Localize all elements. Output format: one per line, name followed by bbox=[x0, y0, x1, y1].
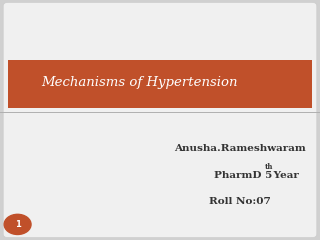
Text: Mechanisms of Hypertension: Mechanisms of Hypertension bbox=[42, 76, 238, 89]
Circle shape bbox=[4, 214, 31, 234]
Bar bbox=[8, 60, 312, 108]
Text: Roll No:07: Roll No:07 bbox=[209, 197, 271, 206]
Text: th: th bbox=[265, 163, 273, 171]
Text: Year: Year bbox=[270, 171, 299, 180]
FancyBboxPatch shape bbox=[3, 2, 317, 238]
Text: PharmD 5: PharmD 5 bbox=[214, 171, 273, 180]
Text: Anusha.Rameshwaram: Anusha.Rameshwaram bbox=[174, 144, 306, 153]
Text: 1: 1 bbox=[15, 220, 20, 229]
